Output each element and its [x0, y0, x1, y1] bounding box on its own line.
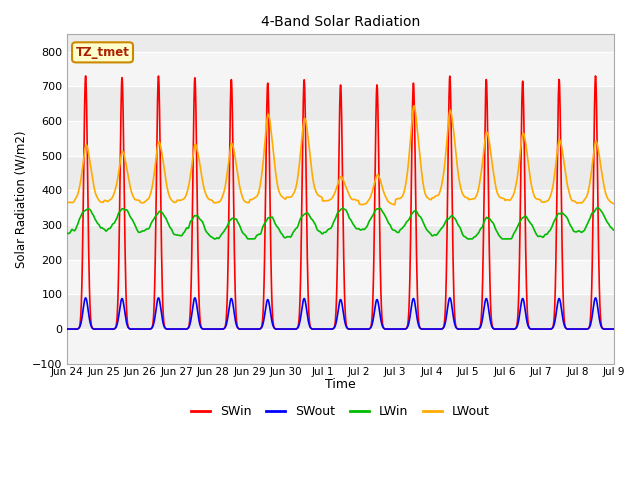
LWin: [216, 234, 223, 240]
Line: SWin: SWin: [67, 76, 614, 329]
SWout: [610, 326, 618, 332]
SWin: [500, 326, 508, 332]
SWin: [610, 326, 618, 332]
LWout: [410, 103, 418, 108]
SWin: [562, 325, 570, 331]
LWout: [368, 189, 376, 195]
LWin: [356, 227, 364, 233]
SWin: [63, 326, 71, 332]
SWin: [369, 310, 376, 316]
LWin: [63, 230, 71, 236]
X-axis label: Time: Time: [325, 378, 356, 391]
LWin: [594, 205, 602, 211]
SWout: [82, 295, 90, 301]
SWin: [356, 326, 364, 332]
SWout: [216, 326, 224, 332]
LWout: [391, 202, 399, 208]
SWout: [577, 326, 585, 332]
LWin: [562, 213, 570, 219]
LWout: [577, 200, 585, 206]
Legend: SWin, SWout, LWin, LWout: SWin, SWout, LWin, LWout: [186, 400, 495, 423]
LWin: [500, 236, 508, 242]
Line: LWout: LWout: [67, 106, 614, 205]
Line: LWin: LWin: [67, 208, 614, 239]
SWin: [82, 73, 90, 79]
LWin: [369, 213, 376, 219]
LWout: [356, 202, 364, 207]
Line: SWout: SWout: [67, 298, 614, 329]
Bar: [67, 329, 614, 364]
LWin: [577, 229, 585, 235]
LWin: [610, 227, 618, 233]
Text: TZ_tmet: TZ_tmet: [76, 46, 129, 59]
LWout: [562, 173, 570, 179]
SWout: [562, 325, 570, 331]
SWin: [577, 326, 585, 332]
SWout: [63, 326, 71, 332]
Bar: [67, 52, 614, 86]
Bar: [67, 121, 614, 156]
Bar: [67, 260, 614, 294]
SWout: [369, 321, 376, 326]
LWout: [63, 200, 71, 205]
SWout: [500, 326, 508, 332]
SWin: [216, 326, 224, 332]
Title: 4-Band Solar Radiation: 4-Band Solar Radiation: [261, 15, 420, 29]
LWout: [216, 199, 223, 204]
Bar: [67, 191, 614, 225]
LWout: [610, 201, 618, 206]
LWin: [245, 236, 253, 242]
SWout: [356, 326, 364, 332]
Y-axis label: Solar Radiation (W/m2): Solar Radiation (W/m2): [15, 130, 28, 268]
LWout: [500, 196, 508, 202]
